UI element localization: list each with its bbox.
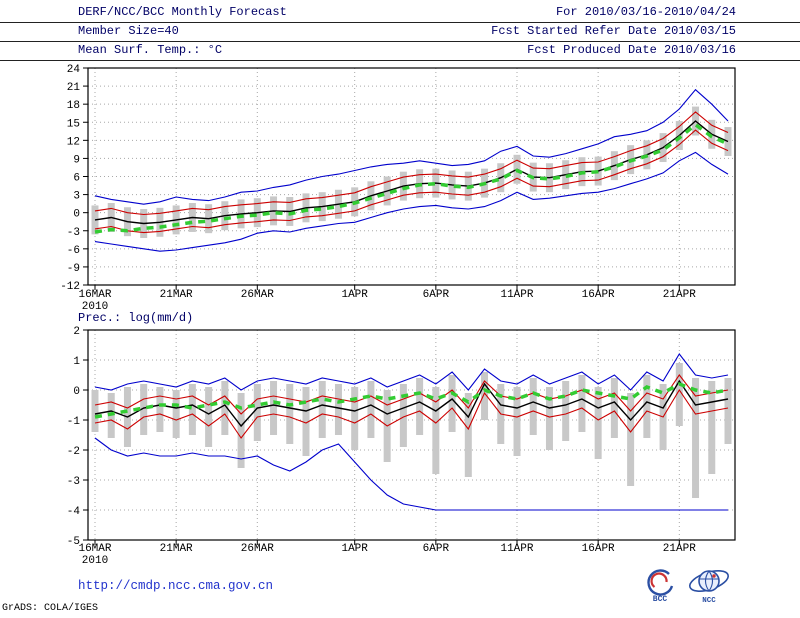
svg-text:-6: -6 — [67, 245, 80, 257]
precipitation-panel-lower-bound — [94, 388, 729, 439]
svg-text:21APR: 21APR — [663, 289, 696, 301]
svg-text:1APR: 1APR — [341, 289, 368, 301]
grads-credit: GrADS: COLA/IGES — [2, 603, 99, 614]
precipitation-panel-ensemble-max — [94, 353, 729, 391]
svg-text:15: 15 — [67, 118, 80, 130]
ncc-globe — [698, 570, 720, 592]
bcc-logo-label: BCC — [653, 595, 668, 604]
precipitation-panel-ensemble-mean — [94, 379, 729, 428]
svg-text:26MAR: 26MAR — [241, 543, 274, 555]
temperature-panel-ensemble-max — [94, 88, 729, 205]
precipitation-panel-ensemble-min — [94, 437, 728, 511]
svg-text:2010: 2010 — [82, 555, 108, 567]
svg-text:26MAR: 26MAR — [241, 289, 274, 301]
svg-text:18: 18 — [67, 100, 80, 112]
prec-panel-title: Prec.: log(mm/d) — [78, 311, 194, 325]
member-size-label: Member Size=40 — [78, 24, 179, 38]
svg-text:21APR: 21APR — [663, 543, 696, 555]
svg-text:21MAR: 21MAR — [160, 289, 193, 301]
header-row-2: Member Size=40 Fcst Started Refer Date 2… — [0, 23, 800, 42]
bcc-swirl-red — [650, 572, 668, 588]
svg-text:-3: -3 — [67, 476, 80, 488]
svg-text:2: 2 — [73, 326, 80, 338]
svg-text:6: 6 — [73, 173, 80, 185]
svg-text:3: 3 — [73, 191, 80, 203]
svg-text:-5: -5 — [67, 536, 80, 548]
svg-text:1APR: 1APR — [341, 543, 368, 555]
fcst-started-date: Fcst Started Refer Date 2010/03/15 — [491, 24, 736, 38]
svg-text:-2: -2 — [67, 446, 80, 458]
temperature-panel-upper-bound — [94, 111, 729, 216]
svg-text:-1: -1 — [67, 416, 81, 428]
svg-text:11APR: 11APR — [500, 543, 533, 555]
temperature-panel-ensemble-min — [94, 151, 729, 252]
svg-text:24: 24 — [67, 64, 81, 76]
svg-text:21: 21 — [67, 82, 81, 94]
svg-text:6APR: 6APR — [423, 289, 450, 301]
svg-text:-12: -12 — [60, 281, 80, 293]
ncc-globe-lines — [699, 570, 719, 592]
temperature-panel-forecast-dashed — [94, 122, 729, 234]
app-title: DERF/NCC/BCC Monthly Forecast — [78, 5, 287, 19]
precipitation-panel-frame — [87, 329, 736, 541]
fcst-produced-date: Fcst Produced Date 2010/03/16 — [527, 43, 736, 57]
svg-text:16APR: 16APR — [582, 289, 615, 301]
svg-text:21MAR: 21MAR — [160, 543, 193, 555]
temperature-panel: -12 -9 -6 -3 0 3 6 9 12 15 18 21 24 16MAR 21MAR 26MAR 1A… — [60, 64, 736, 313]
svg-text:12: 12 — [67, 136, 80, 148]
svg-text:16MAR: 16MAR — [78, 289, 111, 301]
svg-text:-9: -9 — [67, 263, 80, 275]
svg-text:-4: -4 — [67, 506, 81, 518]
cmdp-link[interactable]: http://cmdp.ncc.cma.gov.cn — [78, 579, 274, 593]
ncc-logo-label: NCC — [702, 597, 716, 605]
precipitation-panel-forecast-dashed — [94, 382, 729, 419]
svg-text:0: 0 — [73, 209, 80, 221]
svg-text:1: 1 — [73, 356, 80, 368]
ncc-logo: NCC — [688, 570, 730, 605]
svg-text:9: 9 — [73, 154, 80, 166]
header-row-3: Mean Surf. Temp.: °C Fcst Produced Date … — [0, 42, 800, 61]
ncc-red-dot — [712, 574, 716, 578]
svg-text:16MAR: 16MAR — [78, 543, 111, 555]
bcc-swirl-blue — [647, 569, 674, 596]
svg-text:-3: -3 — [67, 227, 80, 239]
svg-text:0: 0 — [73, 386, 80, 398]
precipitation-panel: -5 -4 -3 -2 -1 0 1 2 16MAR 21MAR 26MAR 1APR 6APR 11AP… — [67, 326, 736, 567]
precipitation-panel-upper-bound — [94, 374, 729, 415]
precipitation-panel-spread-bars — [91, 363, 732, 498]
temperature-panel-frame — [87, 67, 736, 286]
header-row-1: DERF/NCC/BCC Monthly Forecast For 2010/0… — [0, 4, 800, 23]
svg-text:6APR: 6APR — [423, 543, 450, 555]
bcc-logo: BCC — [647, 569, 674, 604]
header: DERF/NCC/BCC Monthly Forecast For 2010/0… — [0, 4, 800, 61]
temp-panel-title: Mean Surf. Temp.: °C — [78, 43, 223, 57]
forecast-range: For 2010/03/16-2010/04/24 — [555, 5, 736, 19]
temperature-panel-lower-bound — [94, 129, 729, 234]
svg-text:2010: 2010 — [82, 301, 108, 313]
svg-text:16APR: 16APR — [582, 543, 615, 555]
svg-text:11APR: 11APR — [500, 289, 533, 301]
